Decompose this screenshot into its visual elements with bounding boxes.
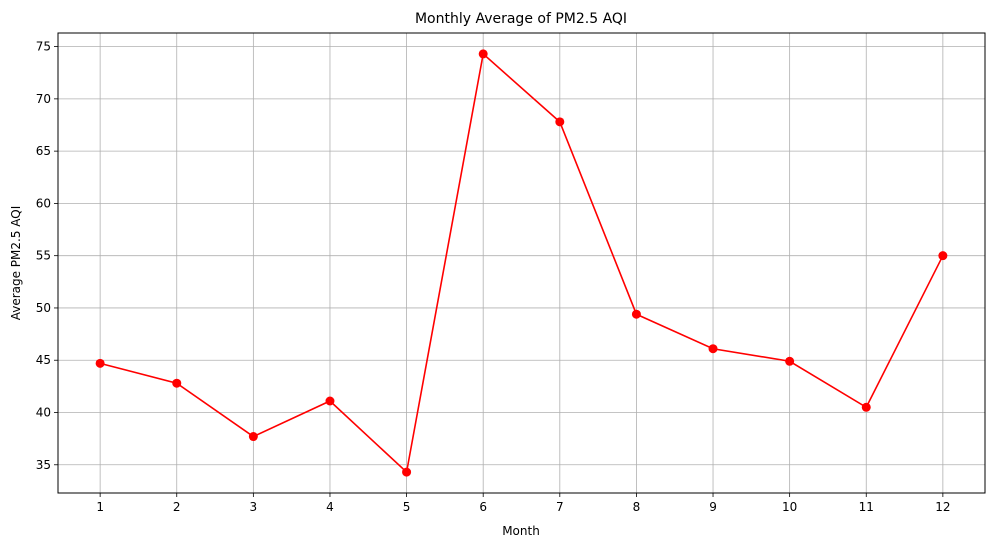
x-tick-label: 5 — [403, 500, 411, 514]
plot-area-frame — [57, 32, 986, 494]
y-tick-label: 70 — [36, 92, 51, 106]
data-point — [325, 396, 335, 406]
data-point — [631, 309, 641, 319]
y-tick-label: 40 — [36, 406, 51, 420]
x-tick-label: 7 — [556, 500, 564, 514]
x-tick-label: 9 — [709, 500, 717, 514]
x-tick-label: 6 — [479, 500, 487, 514]
data-point — [708, 344, 718, 354]
data-point — [402, 467, 412, 477]
x-tick-label: 12 — [935, 500, 950, 514]
x-tick-label: 2 — [173, 500, 181, 514]
y-tick-label: 75 — [36, 40, 51, 54]
data-point — [95, 358, 105, 368]
data-point — [248, 432, 258, 442]
x-tick-label: 1 — [96, 500, 104, 514]
series-line — [99, 52, 944, 474]
data-point — [555, 117, 565, 127]
data-point — [861, 402, 871, 412]
data-point — [172, 378, 182, 388]
y-tick-label: 50 — [36, 301, 51, 315]
y-tick-label: 55 — [36, 249, 51, 263]
data-point — [478, 49, 488, 59]
series-layer — [95, 49, 948, 477]
x-tick-label: 10 — [782, 500, 797, 514]
y-axis-label: Average PM2.5 AQI — [9, 206, 23, 321]
y-tick-label: 45 — [36, 353, 51, 367]
x-tick-label: 11 — [859, 500, 874, 514]
data-point — [938, 251, 948, 261]
x-tick-label: 4 — [326, 500, 334, 514]
x-tick-label: 8 — [633, 500, 641, 514]
x-tick-label: 3 — [250, 500, 258, 514]
y-tick-label: 60 — [36, 196, 51, 210]
grid — [58, 33, 985, 493]
chart-title: Monthly Average of PM2.5 AQI — [415, 11, 627, 27]
data-point — [785, 356, 795, 366]
y-tick-label: 35 — [36, 458, 51, 472]
y-tick-label: 65 — [36, 144, 51, 158]
x-axis-label: Month — [502, 524, 540, 538]
